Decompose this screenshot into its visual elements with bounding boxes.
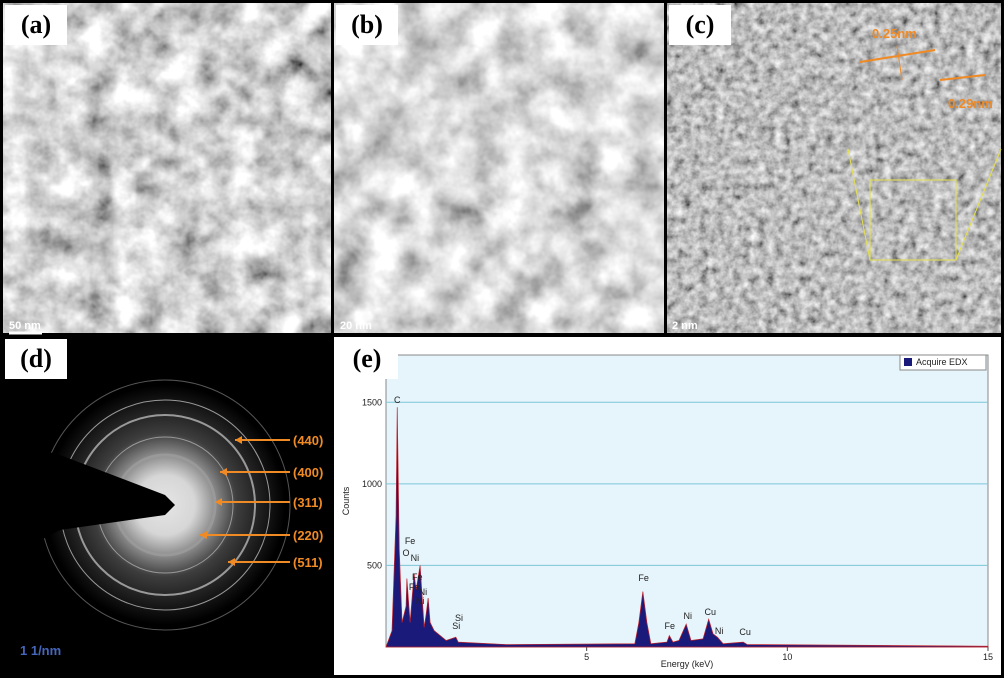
legend-swatch <box>904 358 912 366</box>
fringe <box>896 45 903 81</box>
x-tick-label: 15 <box>983 652 993 662</box>
arrow <box>859 49 936 63</box>
peak-label: Fe <box>664 621 675 631</box>
arrow-head <box>235 436 242 444</box>
legend-label: Acquire EDX <box>916 357 968 367</box>
peak-label: O <box>403 548 410 558</box>
arrow-head <box>215 498 222 506</box>
scale-bar-label: 50 nm <box>9 320 41 332</box>
spectrum <box>385 407 989 648</box>
peak-label: Ni <box>419 587 428 597</box>
ring-label: (311) <box>293 495 323 510</box>
ring-label: (400) <box>293 465 323 480</box>
y-tick-label: 500 <box>367 560 382 570</box>
peak-label: Ni <box>416 596 425 606</box>
scale-bar-label: 2 nm <box>672 320 698 332</box>
peak-label: Fe <box>412 572 423 582</box>
zoom-line <box>955 148 1002 261</box>
ring-label: (220) <box>293 528 323 543</box>
peak-label: Si <box>452 621 460 631</box>
y-axis-label: Counts <box>341 486 351 515</box>
panel-label: (b) <box>351 10 383 39</box>
label-box <box>5 339 67 379</box>
label-box <box>669 5 731 45</box>
x-axis-label: Energy (keV) <box>661 659 714 669</box>
label-box <box>336 5 398 45</box>
panel-label: (d) <box>20 344 52 373</box>
label-box <box>336 339 398 379</box>
peak-label: Ni <box>715 626 724 636</box>
arrow <box>939 74 986 81</box>
inset-box <box>869 179 957 261</box>
x-tick-label: 5 <box>584 652 589 662</box>
scale-bar-label: 1 1/nm <box>20 643 61 658</box>
tem-image <box>3 3 331 333</box>
legend <box>899 354 987 371</box>
tem-image <box>334 3 664 333</box>
arrow-head <box>220 468 227 476</box>
peak-label: Ni <box>411 553 420 563</box>
panel-label: (a) <box>21 10 51 39</box>
peak-label: C <box>394 395 401 405</box>
peak-label: Fe <box>405 536 416 546</box>
beam-stop <box>3 440 175 560</box>
ring-label: (440) <box>293 433 323 448</box>
peak-label: Si <box>455 613 463 623</box>
zoom-line <box>847 148 871 261</box>
y-tick-label: 1500 <box>362 397 382 407</box>
peak-label: Ni <box>684 611 693 621</box>
y-tick-label: 1000 <box>362 479 382 489</box>
ring-label: (511) <box>293 555 323 570</box>
label-box <box>5 5 67 45</box>
lattice-spacing: 0.25nm <box>872 26 917 41</box>
peak-label: Cu <box>705 607 717 617</box>
arrow-head <box>200 531 207 539</box>
plot-area <box>385 354 989 648</box>
peak-label: Fe <box>409 582 420 592</box>
panel-label: (e) <box>353 344 382 373</box>
arrow-head <box>228 558 235 566</box>
scale-bar-label: 20 nm <box>340 320 372 332</box>
lattice-spacing: 0.29nm <box>948 96 993 111</box>
peak-label: Fe <box>638 573 649 583</box>
panel-label: (c) <box>686 10 715 39</box>
peak-label: Cu <box>739 627 751 637</box>
x-tick-label: 10 <box>782 652 792 662</box>
